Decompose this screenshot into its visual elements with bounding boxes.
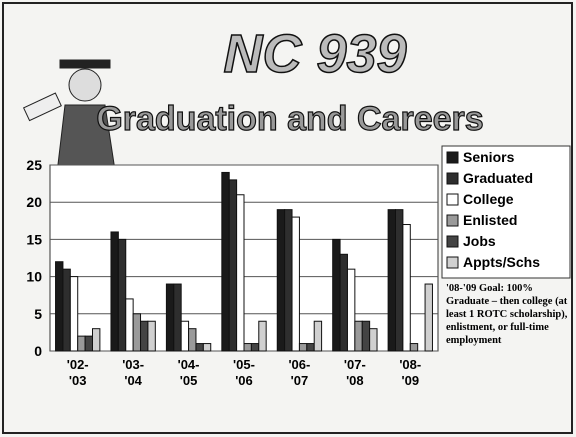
bar: [203, 344, 210, 351]
bar: [85, 336, 92, 351]
bar: [166, 284, 173, 351]
bar: [410, 344, 417, 351]
bar: [222, 172, 229, 351]
y-tick-label: 10: [26, 269, 42, 285]
bar: [111, 232, 118, 351]
bar: [244, 344, 251, 351]
bar: [148, 321, 155, 351]
bar: [237, 195, 244, 351]
bar: [92, 329, 99, 351]
legend-swatch: [447, 257, 458, 268]
bar: [355, 321, 362, 351]
x-tick-label: '07- '08: [338, 357, 372, 389]
x-tick-label: '03- '04: [116, 357, 150, 389]
bar: [56, 262, 63, 351]
legend-swatch: [447, 236, 458, 247]
bar: [285, 210, 292, 351]
y-tick-label: 25: [26, 157, 42, 173]
x-tick-label: '02- '03: [61, 357, 95, 389]
annotation: '08-'09 Goal: 100% Graduate – then colle…: [446, 282, 572, 347]
bar: [314, 321, 321, 351]
chart-subtitle: Graduation and Careers: [96, 100, 483, 138]
bar: [141, 321, 148, 351]
bar: [63, 269, 70, 351]
bar: [347, 269, 354, 351]
bar: [340, 254, 347, 351]
bar: [259, 321, 266, 351]
bar: [189, 329, 196, 351]
bar: [403, 225, 410, 351]
x-tick-label: '06- '07: [282, 357, 316, 389]
bar: [126, 299, 133, 351]
y-tick-label: 5: [34, 306, 42, 322]
legend-swatch: [447, 173, 458, 184]
legend-label: Appts/Schs: [463, 254, 540, 270]
bar: [396, 210, 403, 351]
x-tick-label: '08- '09: [393, 357, 427, 389]
y-tick-label: 15: [26, 231, 42, 247]
bar: [277, 210, 284, 351]
chart-title: NC 939: [223, 24, 406, 84]
bar: [362, 321, 369, 351]
bar: [229, 180, 236, 351]
legend-label: Seniors: [463, 149, 515, 165]
bar: [181, 321, 188, 351]
bar: [292, 217, 299, 351]
bar: [307, 344, 314, 351]
bar: [78, 336, 85, 351]
bar: [425, 284, 432, 351]
legend-label: Enlisted: [463, 212, 517, 228]
y-tick-label: 0: [34, 343, 42, 359]
bar: [370, 329, 377, 351]
bar: [70, 277, 77, 351]
bar: [299, 344, 306, 351]
legend-label: College: [463, 191, 514, 207]
bar: [118, 239, 125, 351]
bar: [133, 314, 140, 351]
bar: [196, 344, 203, 351]
page: NC 939 Graduation and Careers 0 5 10 15 20 25…: [0, 0, 576, 437]
legend-swatch: [447, 215, 458, 226]
bar: [388, 210, 395, 351]
y-tick-label: 20: [26, 194, 42, 210]
legend-swatch: [447, 152, 458, 163]
legend-label: Graduated: [463, 170, 533, 186]
legend-swatch: [447, 194, 458, 205]
bar: [251, 344, 258, 351]
x-tick-label: '05- '06: [227, 357, 261, 389]
bar: [174, 284, 181, 351]
bar: [333, 239, 340, 351]
legend-label: Jobs: [463, 233, 496, 249]
x-tick-label: '04- '05: [172, 357, 206, 389]
